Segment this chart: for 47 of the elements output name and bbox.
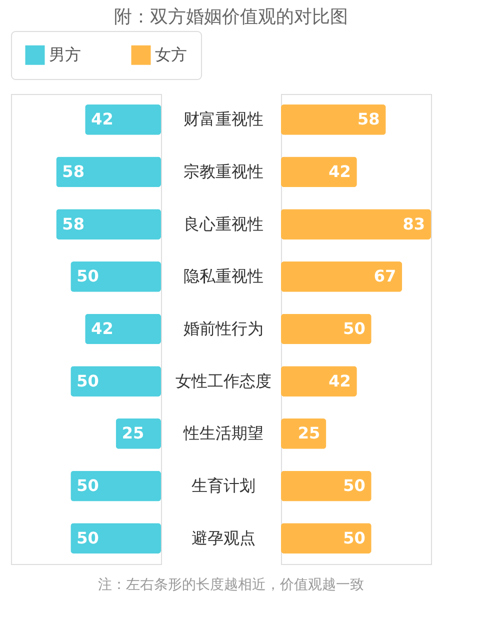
bar [56, 209, 161, 240]
y-tick-label: 财富重视性 [184, 110, 264, 129]
data-label: 42 [328, 162, 351, 181]
data-label: 58 [358, 110, 380, 129]
data-label: 50 [76, 476, 99, 496]
data-label: 50 [343, 528, 366, 548]
data-label: 50 [76, 528, 99, 548]
data-label: 42 [91, 110, 114, 129]
bar [70, 523, 161, 554]
bar [281, 156, 357, 188]
bar [70, 366, 161, 397]
text: 附：双方婚姻价值观的对比图 [114, 6, 348, 28]
data-label: 67 [374, 266, 396, 286]
bar [281, 470, 372, 502]
bar [70, 261, 161, 292]
bar [70, 470, 161, 502]
bar [56, 156, 161, 188]
bar [281, 314, 372, 344]
data-label: 50 [76, 266, 99, 286]
data-label: 50 [343, 319, 366, 338]
y-tick-label: 避孕观点 [192, 528, 256, 548]
data-label: 25 [122, 424, 144, 443]
bar [281, 261, 402, 292]
data-label: 58 [62, 162, 84, 181]
data-label: 58 [62, 214, 84, 234]
legend-label: 男方 [49, 45, 81, 64]
y-tick-label: 良心重视性 [184, 214, 264, 234]
legend-label: 女方 [155, 45, 187, 64]
text: 注：左右条形的长度越相近，价值观越一致 [98, 577, 364, 593]
bar [281, 104, 386, 135]
data-label: 50 [343, 476, 366, 496]
bar [85, 314, 161, 344]
y-tick-label: 婚前性行为 [184, 319, 264, 338]
bar [85, 104, 161, 135]
bar [281, 523, 372, 554]
data-label: 83 [402, 214, 425, 234]
y-tick-label: 生育计划 [192, 476, 256, 496]
data-label: 25 [298, 424, 320, 443]
data-label: 50 [76, 371, 99, 390]
bar [281, 366, 357, 397]
bar [281, 209, 431, 240]
data-label: 42 [91, 319, 114, 338]
y-tick-label: 女性工作态度 [176, 371, 272, 390]
y-tick-label: 宗教重视性 [184, 162, 264, 181]
data-label: 42 [328, 371, 351, 390]
y-tick-label: 性生活期望 [182, 424, 264, 443]
y-tick-label: 隐私重视性 [184, 266, 264, 286]
